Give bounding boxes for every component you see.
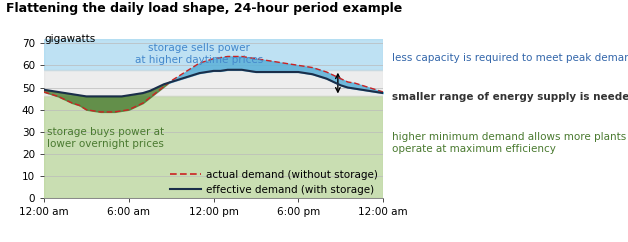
Text: Flattening the daily load shape, 24-hour period example: Flattening the daily load shape, 24-hour… — [6, 2, 403, 15]
Text: gigawatts: gigawatts — [44, 34, 95, 44]
Text: smaller range of energy supply is needed: smaller range of energy supply is needed — [392, 92, 628, 102]
Bar — [44, 39, 383, 70]
Text: higher minimum demand allows more plants to
operate at maximum efficiency: higher minimum demand allows more plants… — [392, 132, 628, 154]
Bar — [44, 70, 383, 96]
Text: storage buys power at
lower overnight prices: storage buys power at lower overnight pr… — [47, 128, 164, 149]
Text: less capacity is required to meet peak demand: less capacity is required to meet peak d… — [392, 53, 628, 63]
Legend: actual demand (without storage), effective demand (with storage): actual demand (without storage), effecti… — [170, 170, 378, 195]
Bar — [44, 96, 383, 198]
Text: storage sells power
at higher daytime prices: storage sells power at higher daytime pr… — [135, 43, 264, 65]
